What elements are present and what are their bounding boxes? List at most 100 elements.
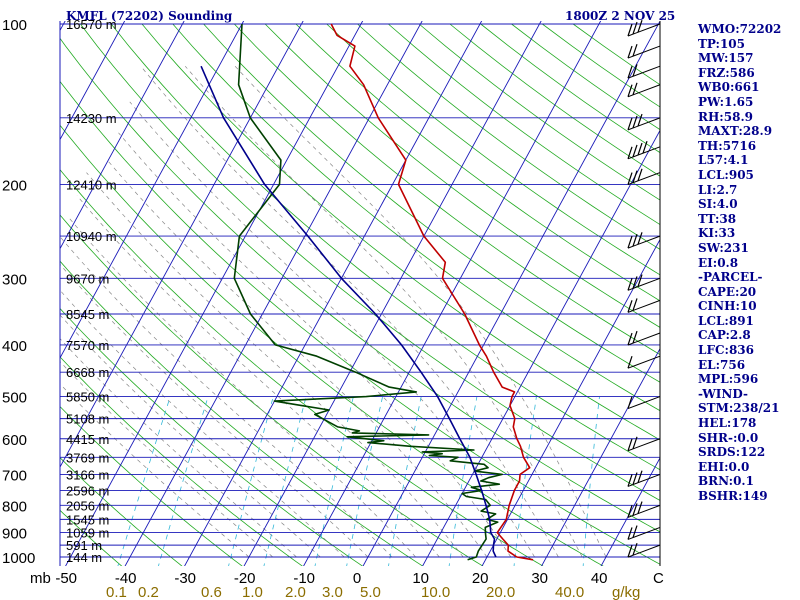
isotherm-line (60, 21, 126, 141)
temp-tick-label: 30 (531, 570, 548, 587)
mixing-ratio-label: 5.0 (360, 584, 381, 600)
side-panel-item: EL:756 (698, 357, 746, 372)
moist-adiabat (60, 289, 345, 558)
pressure-tick-label: 100 (2, 17, 27, 34)
height-label: 5850 m (66, 390, 109, 405)
sounding-time: 1800Z 2 NOV 25 (565, 9, 676, 23)
height-label: 4415 m (66, 432, 109, 447)
temp-tick-label: 40 (591, 570, 608, 587)
wind-barb (627, 525, 661, 540)
mixing-ratio-label: 40.0 (555, 584, 584, 600)
side-panel-item: SW:231 (698, 240, 749, 255)
station-title: KMFL (72202) Sounding (66, 9, 233, 23)
height-label: 2596 m (66, 483, 109, 498)
wind-barb (627, 436, 661, 452)
side-panel-item: LCL:891 (698, 313, 754, 328)
mixing-ratio-label: 0.2 (138, 584, 159, 600)
side-panel-item: KI:33 (698, 226, 736, 241)
side-panel-item: BSHR:149 (698, 489, 768, 503)
side-panel-item: STM:238/21 (698, 401, 780, 416)
height-label: 591 m (66, 538, 102, 553)
side-panel-item: LFC:836 (698, 343, 754, 358)
mixing-ratio-label: 2.0 (285, 584, 306, 600)
side-panel-item: BRN:0.1 (698, 474, 754, 489)
isotherm-line (65, 21, 364, 566)
isotherm-line (184, 21, 483, 566)
isotherm-line (60, 21, 304, 469)
mixing-ratio-label: 0.1 (106, 584, 127, 600)
dry-adiabat (60, 457, 183, 566)
side-panel-item: -WIND- (698, 386, 748, 401)
isotherm-line (541, 347, 660, 566)
wind-barb (627, 355, 661, 369)
temp-tick-label: -50 (55, 570, 77, 587)
height-label: 144 m (66, 550, 102, 565)
moist-adiabat (184, 65, 583, 558)
temp-tick-label: 0 (353, 570, 361, 587)
side-panel-item: MAXT:28.9 (698, 124, 773, 139)
temp-tick-label: -30 (174, 570, 196, 587)
height-label: 7570 m (66, 338, 109, 353)
dry-adiabat (357, 23, 660, 250)
height-label: 10940 m (66, 229, 117, 244)
height-label: 5108 m (66, 412, 109, 427)
mixing-ratio-label: 20.0 (486, 584, 515, 600)
side-panel-item: PW:1.65 (698, 94, 754, 109)
wind-barb (627, 113, 661, 131)
moist-adiabat (107, 159, 488, 558)
dry-adiabat (264, 23, 660, 328)
side-panel-item: RH:58.9 (698, 109, 753, 124)
wind-barb (627, 43, 661, 59)
wind-barb (627, 64, 661, 79)
isotherms (60, 21, 660, 566)
side-panel-item: FRZ:586 (698, 65, 755, 80)
isotherm-line (481, 238, 660, 566)
side-panel-item: WMO:72202 (698, 22, 782, 36)
temp-tick-label: -40 (115, 570, 137, 587)
series-temperature (330, 23, 534, 561)
mixing-ratio-line (158, 396, 209, 566)
mixing-ratio-line (263, 396, 307, 566)
side-panel-item: LCL:905 (698, 167, 754, 182)
isotherm-line (124, 21, 423, 566)
side-panel-item: CAP:2.8 (698, 328, 751, 343)
dry-adiabat (234, 23, 660, 355)
mixing-ratio-line (117, 396, 171, 566)
dry-adiabat (60, 214, 484, 566)
height-label: 2056 m (66, 498, 109, 513)
dry-adiabat (60, 307, 363, 566)
wind-barb (627, 82, 661, 98)
side-panel-item: TH:5716 (698, 138, 757, 153)
side-panel-item: EI:0.8 (698, 255, 739, 270)
wind-barb (627, 470, 661, 487)
mixing-ratio-label: 3.0 (322, 584, 343, 600)
side-panel-item: MW:157 (698, 51, 754, 66)
side-panel-item: HEL:178 (698, 416, 757, 431)
moist-adiabat (60, 338, 297, 558)
mixing-ratio-line (513, 396, 537, 566)
side-panel-item: TT:38 (698, 211, 737, 226)
wind-barb (627, 330, 661, 346)
height-label: 6668 m (66, 365, 109, 380)
side-panel: WMO:72202 TP:105 MW:157 FRZ:586 WB0:661 PW:1.… (698, 22, 798, 504)
wind-barb (627, 232, 661, 249)
height-label: 12410 m (66, 177, 117, 192)
height-label: 14230 m (66, 111, 117, 126)
wind-barb (627, 501, 661, 518)
side-panel-item: SI:4.0 (698, 197, 738, 212)
pressure-unit-label: mb (30, 570, 51, 587)
temp-tick-label: 10 (412, 570, 429, 587)
mixing-ratio-line (228, 396, 274, 566)
isotherm-line (303, 21, 602, 566)
side-panel-item: CINH:10 (698, 299, 757, 314)
wind-barb (627, 140, 661, 160)
dry-adiabat (60, 260, 424, 566)
side-panel-item: CAPE:20 (698, 284, 757, 299)
mixing-ratio-label: 10.0 (421, 584, 450, 600)
dry-adiabat (295, 23, 660, 302)
isotherm-line (60, 21, 185, 250)
pressure-tick-label: 200 (2, 177, 27, 194)
height-label: 8545 m (66, 307, 109, 322)
moist-adiabat (60, 314, 321, 558)
